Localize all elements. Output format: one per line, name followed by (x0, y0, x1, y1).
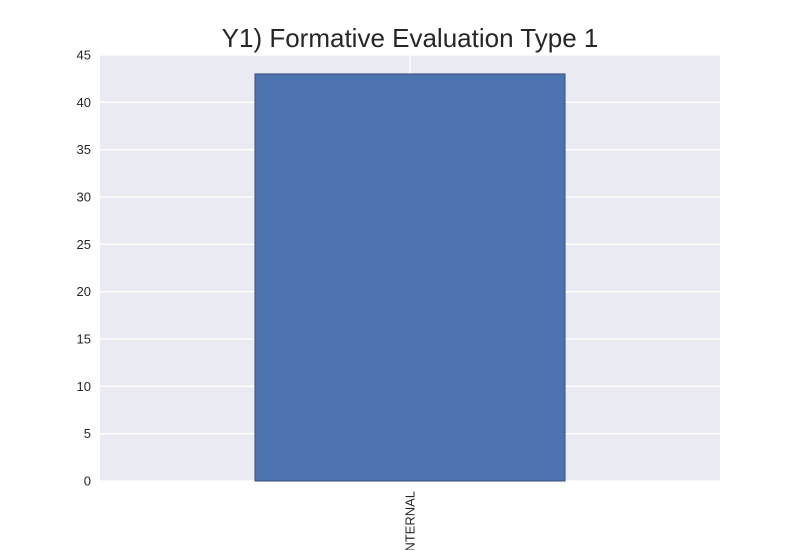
x-axis-ticks: INTERNAL (403, 491, 418, 550)
y-tick-label: 15 (77, 332, 91, 347)
y-tick-label: 25 (77, 237, 91, 252)
bars (254, 73, 566, 482)
y-tick-label: 10 (77, 379, 91, 394)
y-tick-label: 5 (84, 426, 91, 441)
y-tick-label: 45 (77, 48, 91, 63)
y-tick-label: 20 (77, 284, 91, 299)
y-tick-label: 35 (77, 142, 91, 157)
y-axis-ticks: 0 5 10 15 20 25 30 35 40 45 (77, 48, 91, 489)
y-tick-label: 40 (77, 95, 91, 110)
bar-internal (254, 73, 566, 482)
chart-title: Y1) Formative Evaluation Type 1 (222, 23, 599, 53)
y-tick-label: 0 (84, 474, 91, 489)
y-tick-label: 30 (77, 190, 91, 205)
x-tick-label: INTERNAL (403, 491, 418, 550)
